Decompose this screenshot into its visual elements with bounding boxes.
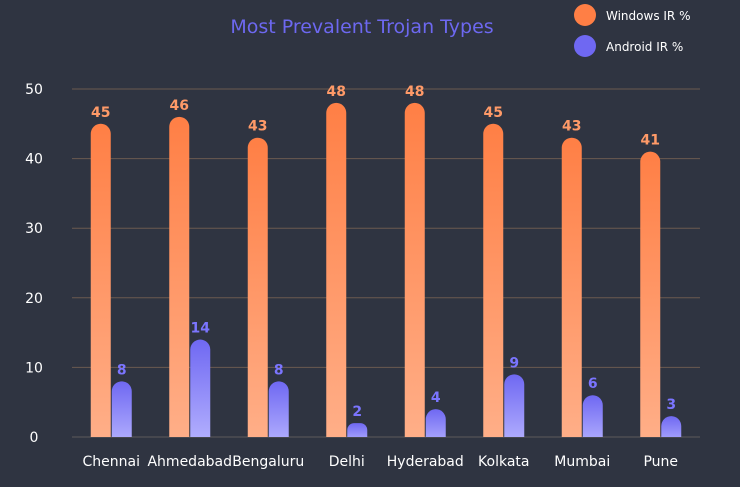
y-tick-label: 30 bbox=[25, 221, 43, 237]
chart-title: Most Prevalent Trojan Types bbox=[230, 16, 493, 38]
bar-windows bbox=[404, 102, 425, 437]
data-label-android: 8 bbox=[117, 362, 127, 378]
y-tick-label: 50 bbox=[25, 82, 43, 98]
legend-swatch-windows bbox=[574, 4, 596, 26]
x-tick-label: Chennai bbox=[83, 454, 140, 470]
legend-swatch-android bbox=[574, 35, 596, 57]
bar-windows bbox=[247, 137, 268, 437]
x-tick-label: Pune bbox=[643, 454, 678, 470]
x-tick-label: Ahmedabad bbox=[147, 454, 232, 470]
bar-windows bbox=[640, 151, 661, 437]
data-label-windows: 45 bbox=[484, 105, 503, 121]
x-tick-label: Delhi bbox=[329, 454, 365, 470]
data-label-windows: 48 bbox=[405, 84, 424, 100]
bar-windows bbox=[326, 102, 347, 437]
legend: Windows IR % Android IR % bbox=[574, 4, 690, 57]
data-label-windows: 46 bbox=[170, 98, 189, 114]
y-axis-ticks: 0 10 20 30 40 50 bbox=[25, 82, 43, 446]
gridlines bbox=[72, 88, 700, 438]
y-tick-label: 10 bbox=[25, 360, 43, 376]
bar-windows bbox=[90, 123, 111, 437]
data-labels: 45 8 46 14 43 8 48 2 48 4 45 9 43 6 41 3 bbox=[91, 84, 676, 420]
bar-android bbox=[582, 395, 603, 437]
y-tick-label: 20 bbox=[25, 291, 43, 307]
bar-android bbox=[111, 381, 132, 437]
data-label-windows: 45 bbox=[91, 105, 110, 121]
data-label-android: 9 bbox=[509, 355, 519, 371]
bar-windows bbox=[169, 116, 190, 437]
data-label-android: 3 bbox=[666, 397, 676, 413]
bar-android bbox=[504, 374, 525, 437]
data-label-android: 2 bbox=[352, 404, 362, 420]
y-tick-label: 0 bbox=[30, 430, 39, 446]
data-label-windows: 43 bbox=[562, 119, 581, 135]
bar-android bbox=[347, 423, 368, 437]
data-label-windows: 43 bbox=[248, 119, 267, 135]
y-tick-label: 40 bbox=[25, 152, 43, 168]
bar-android bbox=[190, 339, 211, 437]
legend-label-android: Android IR % bbox=[606, 40, 683, 54]
bar-android bbox=[661, 416, 682, 437]
data-label-android: 14 bbox=[191, 321, 211, 337]
data-label-android: 6 bbox=[588, 376, 598, 392]
x-tick-label: Mumbai bbox=[554, 454, 610, 470]
bar-windows bbox=[483, 123, 504, 437]
bar-android bbox=[425, 409, 446, 437]
x-tick-label: Hyderabad bbox=[387, 454, 464, 470]
data-label-windows: 41 bbox=[641, 133, 660, 149]
bar-android bbox=[268, 381, 289, 437]
x-tick-label: Kolkata bbox=[478, 454, 529, 470]
data-label-windows: 48 bbox=[327, 84, 346, 100]
bar-windows bbox=[561, 137, 582, 437]
data-label-android: 4 bbox=[431, 390, 441, 406]
x-tick-label: Bengaluru bbox=[232, 454, 304, 470]
legend-label-windows: Windows IR % bbox=[606, 9, 690, 23]
bars bbox=[90, 102, 682, 437]
x-axis-ticks: Chennai Ahmedabad Bengaluru Delhi Hyderabad K… bbox=[83, 454, 679, 470]
data-label-android: 8 bbox=[274, 362, 284, 378]
